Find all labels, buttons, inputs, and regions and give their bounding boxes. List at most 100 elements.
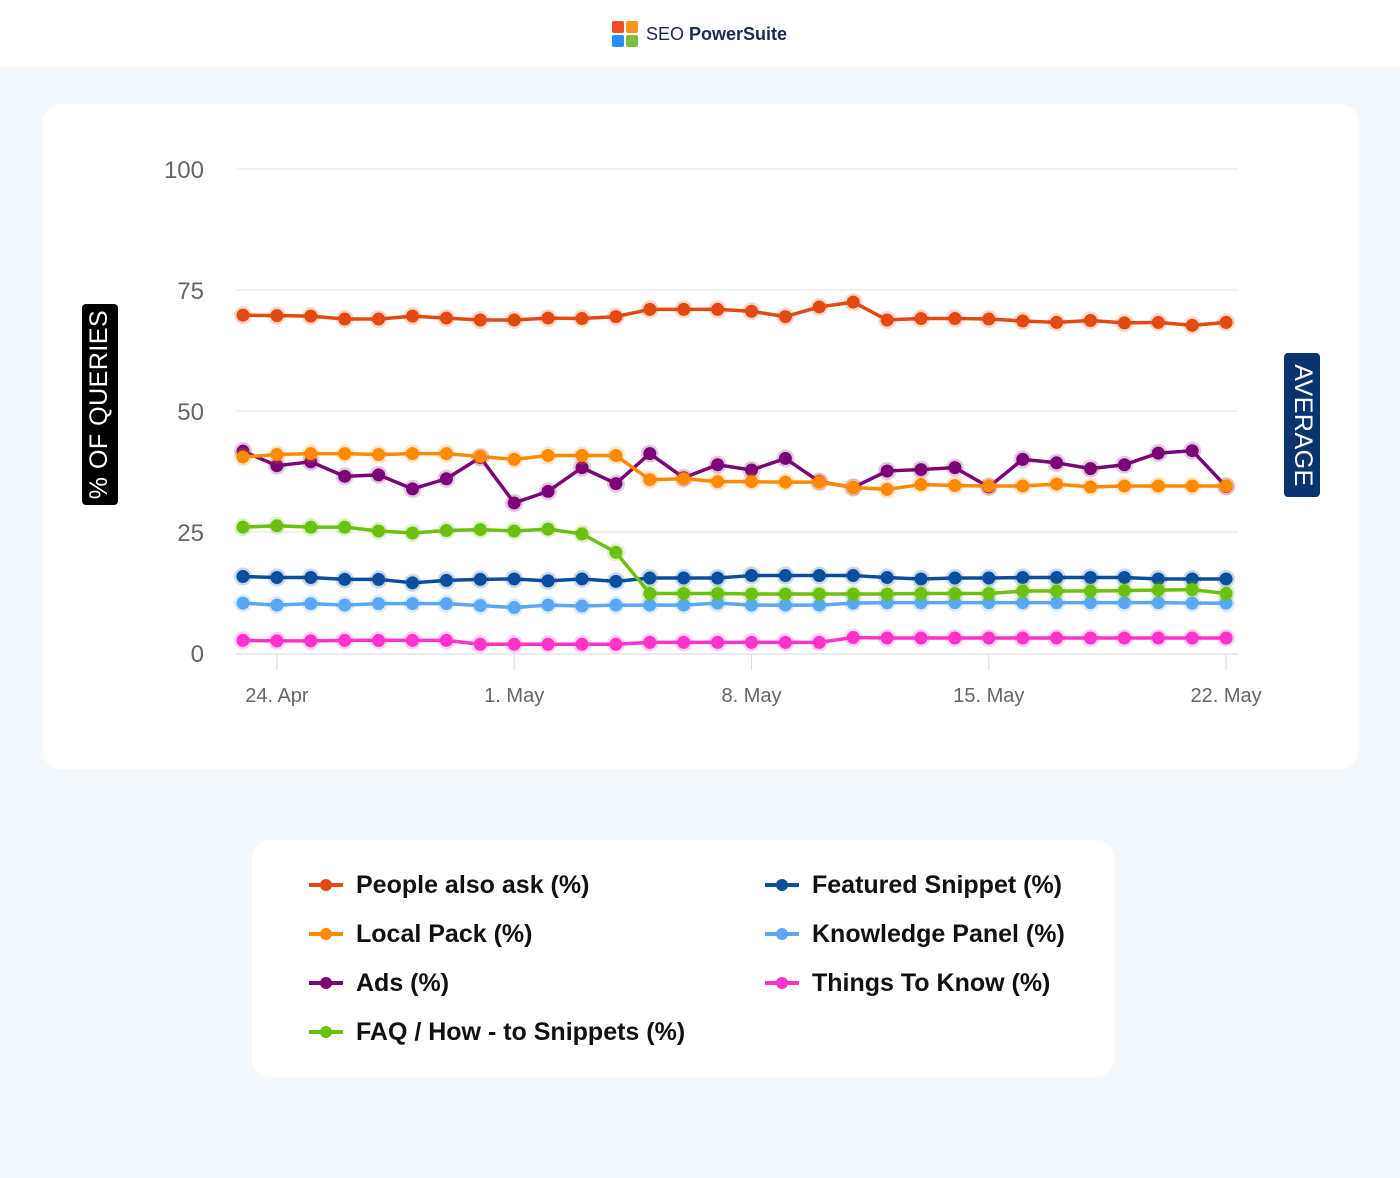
- data-point: [745, 304, 758, 318]
- data-point: [1117, 316, 1131, 330]
- series-1: [234, 444, 1236, 499]
- data-point: [1084, 570, 1097, 584]
- data-point: [507, 452, 521, 466]
- data-point: [948, 596, 962, 610]
- data-point: [1151, 446, 1165, 460]
- brand-suffix: PowerSuite: [689, 23, 788, 44]
- data-point: [338, 520, 352, 534]
- data-point: [304, 597, 318, 611]
- data-point: [948, 571, 962, 585]
- data-point: [439, 573, 453, 587]
- data-point: [439, 524, 453, 538]
- legend-swatch-icon: [765, 928, 799, 940]
- data-point: [541, 449, 555, 463]
- data-point: [948, 586, 962, 600]
- legend-item[interactable]: Local Pack (%): [308, 919, 532, 949]
- data-point: [439, 597, 453, 611]
- data-point: [609, 477, 623, 491]
- data-point: [1117, 479, 1131, 493]
- data-point: [473, 313, 487, 327]
- data-point: [643, 302, 657, 316]
- series-0: [234, 293, 1236, 335]
- legend-item[interactable]: People also ask (%): [308, 870, 589, 900]
- data-point: [338, 598, 352, 612]
- data-point: [372, 597, 386, 611]
- data-point: [575, 637, 589, 651]
- y-tick-label: 0: [191, 641, 204, 668]
- data-point: [1219, 631, 1233, 645]
- data-point: [778, 569, 792, 583]
- data-point: [609, 449, 623, 463]
- x-tick-label: 24. Apr: [245, 685, 309, 707]
- series-line: [241, 523, 1228, 596]
- data-point: [880, 482, 894, 496]
- legend-label: People also ask (%): [356, 870, 590, 899]
- data-point: [643, 571, 657, 585]
- series-line: [241, 451, 1228, 492]
- data-point: [1084, 596, 1097, 610]
- data-point: [439, 472, 453, 486]
- legend-item[interactable]: Featured Snippet (%): [764, 870, 1062, 900]
- average-label-text: AVERAGE: [1288, 363, 1317, 487]
- data-point: [1084, 584, 1097, 598]
- data-point: [745, 569, 758, 583]
- legend-swatch-icon: [309, 928, 343, 940]
- data-point: [846, 480, 860, 494]
- data-point: [1016, 596, 1030, 610]
- data-point: [1016, 479, 1030, 493]
- data-point: [982, 479, 996, 493]
- data-point: [1117, 596, 1131, 610]
- data-point: [812, 587, 826, 601]
- data-point: [1050, 584, 1064, 598]
- data-point: [507, 601, 521, 615]
- data-point: [1185, 631, 1199, 645]
- data-point: [270, 309, 284, 323]
- y-tick-label: 75: [177, 278, 204, 305]
- data-point: [575, 599, 589, 613]
- legend-label: Local Pack (%): [356, 919, 533, 948]
- data-point: [270, 448, 284, 462]
- data-point: [236, 308, 250, 322]
- data-point: [745, 475, 758, 489]
- data-point: [304, 309, 318, 323]
- data-point: [643, 447, 657, 461]
- series-line: [241, 300, 1228, 328]
- data-point: [1016, 314, 1030, 328]
- data-point: [507, 496, 521, 510]
- data-point: [1117, 458, 1131, 472]
- data-point: [1117, 570, 1131, 584]
- data-point: [406, 576, 419, 590]
- data-point: [270, 519, 284, 533]
- average-label: AVERAGE: [1284, 353, 1320, 497]
- data-point: [406, 597, 419, 611]
- data-point: [473, 637, 487, 651]
- data-point: [643, 635, 657, 649]
- data-point: [711, 635, 725, 649]
- data-point: [1151, 596, 1165, 610]
- legend-item[interactable]: Things To Know (%): [764, 968, 1050, 998]
- line-chart: 0 25 50 75 100 24. Apr 1. May 8. May 15. May 22. …: [164, 157, 1262, 707]
- data-point: [236, 570, 250, 584]
- data-point: [236, 520, 250, 534]
- data-point: [982, 571, 996, 585]
- legend-label: Things To Know (%): [812, 968, 1051, 997]
- legend-swatch-icon: [309, 879, 343, 891]
- data-point: [372, 448, 386, 462]
- data-point: [948, 479, 962, 493]
- data-point: [575, 572, 589, 586]
- legend-label: Featured Snippet (%): [812, 870, 1063, 899]
- data-point: [846, 587, 860, 601]
- brand[interactable]: SEO PowerSuite: [612, 20, 787, 48]
- data-point: [1084, 462, 1097, 476]
- data-point: [270, 634, 284, 648]
- data-point: [1151, 572, 1165, 586]
- data-point: [372, 312, 386, 326]
- legend-item[interactable]: FAQ / How - to Snippets (%): [308, 1017, 685, 1047]
- data-point: [1050, 570, 1064, 584]
- legend-item[interactable]: Ads (%): [308, 968, 449, 998]
- legend-item[interactable]: Knowledge Panel (%): [764, 919, 1065, 949]
- data-point: [982, 586, 996, 600]
- data-point: [609, 637, 623, 651]
- data-point: [778, 587, 792, 601]
- legend-label: Ads (%): [356, 968, 450, 997]
